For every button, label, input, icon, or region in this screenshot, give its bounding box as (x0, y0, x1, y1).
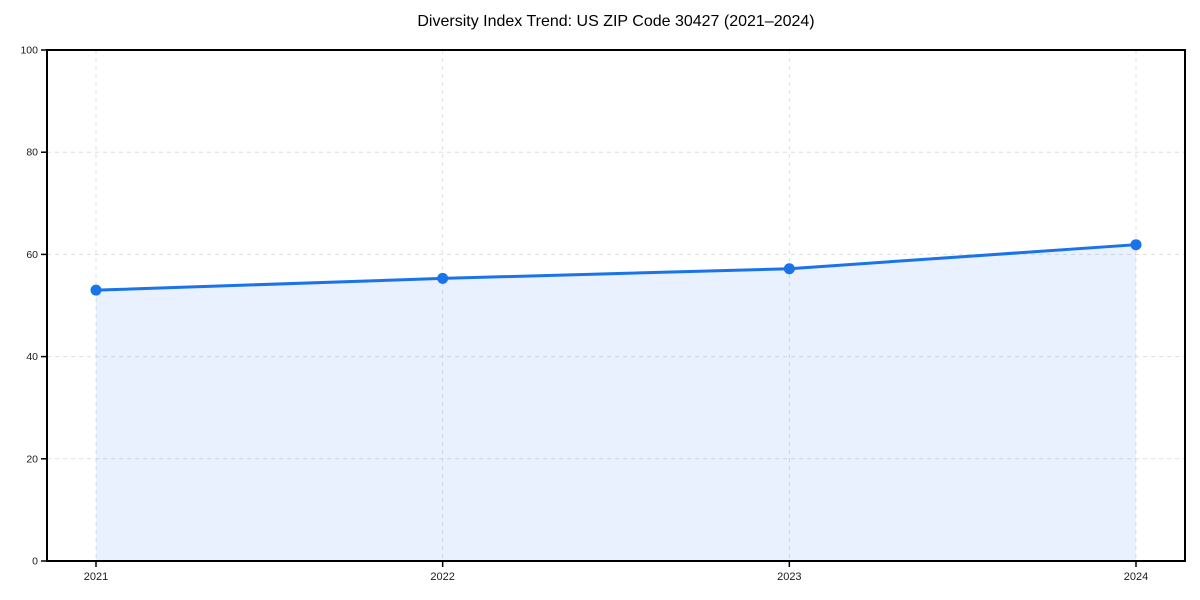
x-tick-label-2022: 2022 (430, 571, 454, 583)
chart-title: Diversity Index Trend: US ZIP Code 30427… (417, 13, 815, 30)
data-point-2023 (783, 263, 795, 275)
y-tick-label-60: 60 (26, 249, 38, 261)
x-tick-label-2024: 2024 (1124, 571, 1148, 583)
trend-line (94, 243, 1138, 292)
x-tick-label-2021: 2021 (84, 571, 108, 583)
data-point-2022 (437, 272, 449, 284)
y-tick-label-80: 80 (26, 147, 38, 159)
y-tick-label-40: 40 (26, 351, 38, 363)
data-point-2024 (1130, 239, 1142, 251)
area-fill (96, 244, 1136, 562)
y-tick-label-0: 0 (32, 556, 38, 568)
data-point-2021 (90, 284, 102, 296)
x-tick-label-2023: 2023 (777, 571, 801, 583)
y-tick-label-20: 20 (26, 453, 38, 465)
y-tick-label-100: 100 (20, 45, 38, 57)
plot-border (46, 49, 1186, 562)
